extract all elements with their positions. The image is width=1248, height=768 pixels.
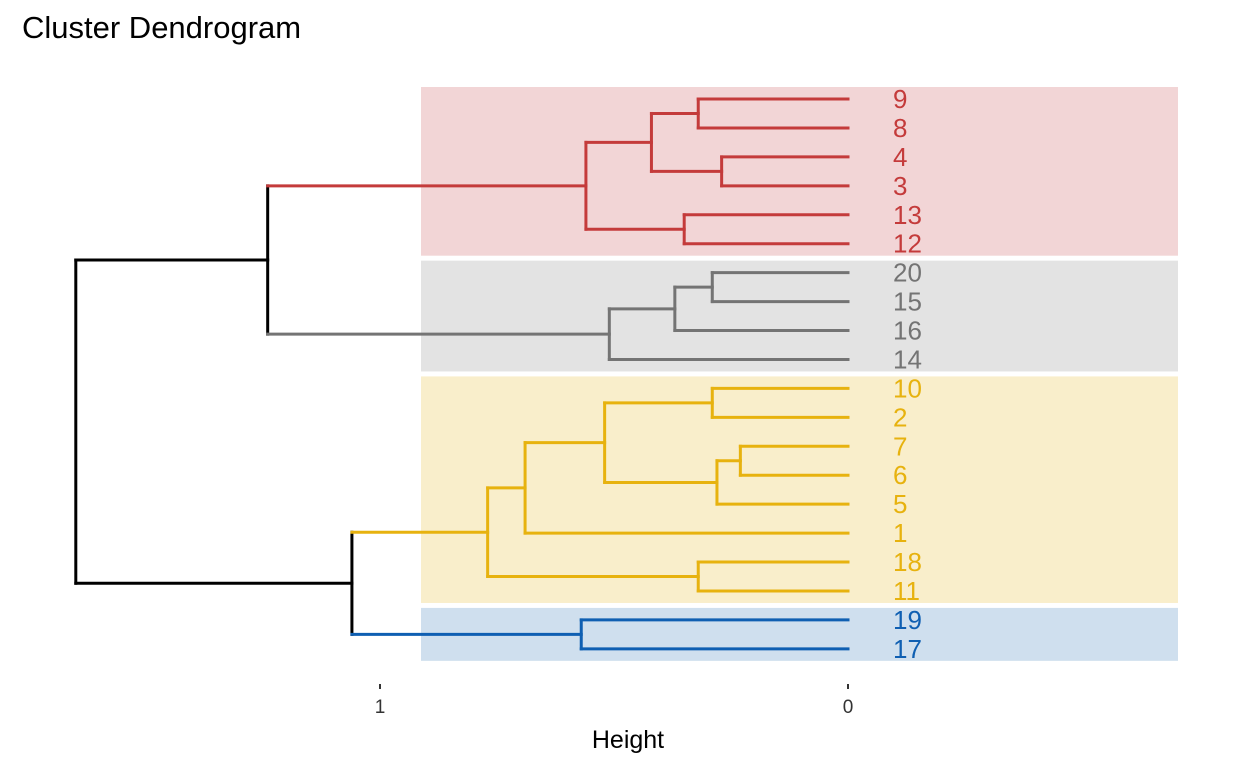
leaf-label-19: 19 [893, 605, 922, 635]
cluster-rect-gray [421, 260, 1178, 372]
leaf-label-12: 12 [893, 229, 922, 259]
cluster-rectangles [421, 87, 1178, 661]
leaf-label-9: 9 [893, 84, 907, 114]
leaf-label-20: 20 [893, 258, 922, 288]
leaf-label-10: 10 [893, 373, 922, 403]
leaf-label-4: 4 [893, 142, 907, 172]
leaf-label-15: 15 [893, 287, 922, 317]
leaf-label-1: 1 [893, 518, 907, 548]
leaf-label-6: 6 [893, 460, 907, 490]
leaf-label-3: 3 [893, 171, 907, 201]
leaf-label-2: 2 [893, 402, 907, 432]
dendrogram-branches [74, 97, 850, 651]
cluster-rect-yellow [421, 376, 1178, 603]
leaf-label-16: 16 [893, 316, 922, 346]
leaf-label-8: 8 [893, 113, 907, 143]
cluster-rect-red [421, 87, 1178, 256]
leaf-label-5: 5 [893, 489, 907, 519]
leaf-label-18: 18 [893, 547, 922, 577]
leaf-label-7: 7 [893, 431, 907, 461]
chart-title: Cluster Dendrogram [22, 10, 302, 45]
x-tick-label-0: 0 [843, 697, 854, 718]
leaf-label-14: 14 [893, 344, 922, 374]
leaf-label-17: 17 [893, 634, 922, 664]
x-tick-label-1: 1 [375, 697, 386, 718]
leaf-label-11: 11 [893, 576, 920, 606]
leaf-label-13: 13 [893, 200, 922, 230]
x-axis-title: Height [592, 726, 664, 754]
